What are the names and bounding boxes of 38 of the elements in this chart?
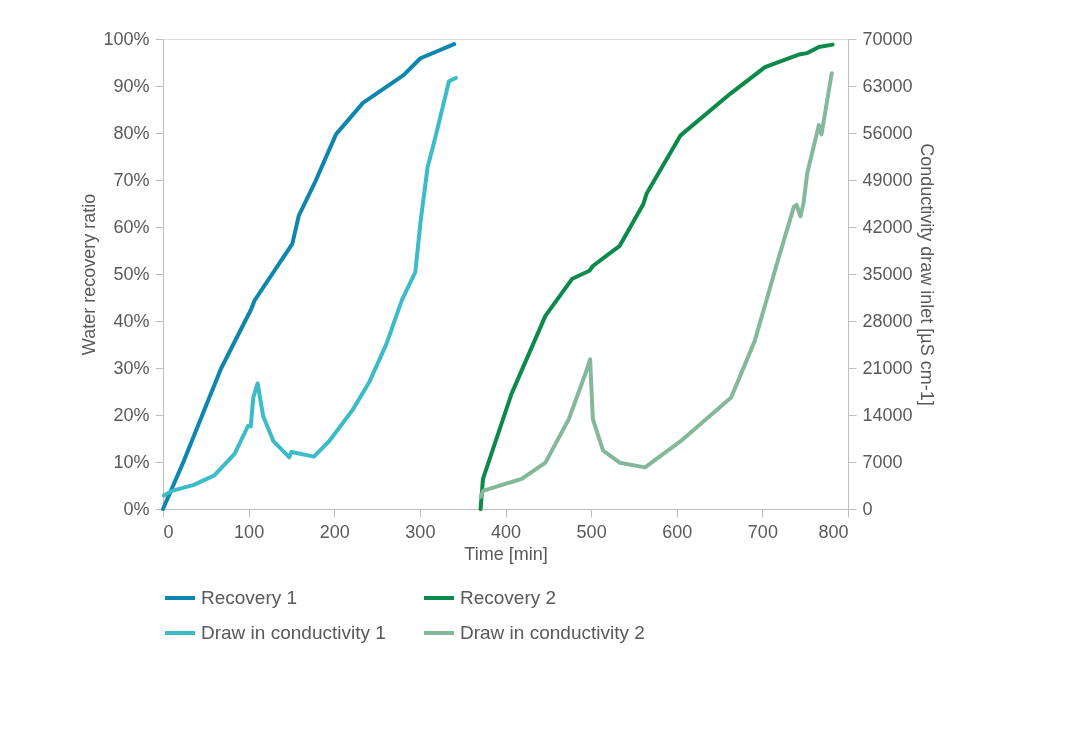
- x-tick-label: 800: [818, 521, 849, 542]
- y2-tick-label: 63000: [862, 75, 913, 96]
- y2-tick-label: 0: [862, 498, 873, 519]
- y2-tick-label: 42000: [862, 216, 913, 237]
- y-tick-label: 90%: [113, 75, 150, 96]
- y-tick-label: 20%: [113, 404, 150, 425]
- y-tick-label: 40%: [113, 310, 150, 331]
- y-tick-label: 30%: [113, 357, 150, 378]
- y2-tick-label: 49000: [862, 169, 913, 190]
- y-tick-label: 60%: [113, 216, 150, 237]
- legend-label: Recovery 1: [201, 587, 298, 608]
- x-axis-title: Time [min]: [464, 543, 548, 564]
- y-tick-label: 70%: [113, 169, 150, 190]
- x-tick-label: 400: [490, 521, 522, 542]
- y-tick-label: 10%: [113, 451, 150, 472]
- y-tick-label: 0%: [123, 498, 150, 519]
- legend-label: Recovery 2: [460, 587, 557, 608]
- x-tick-label: 600: [662, 521, 693, 542]
- y2-tick-label: 35000: [862, 263, 913, 284]
- y2-tick-label: 56000: [862, 122, 913, 143]
- y2-axis-title: Conductivity draw inlet [µS cm-1]: [916, 143, 937, 406]
- y2-tick-label: 14000: [862, 404, 913, 425]
- x-tick-label: 0: [163, 521, 174, 542]
- x-tick-label: 100: [234, 521, 265, 542]
- y-axis-title: Water recovery ratio: [79, 193, 100, 356]
- x-tick-label: 700: [747, 521, 778, 542]
- y-tick-label: 80%: [113, 122, 150, 143]
- y2-tick-label: 21000: [862, 357, 913, 378]
- y2-tick-label: 7000: [862, 451, 903, 472]
- y-tick-label: 100%: [103, 28, 150, 49]
- legend-label: Draw in conductivity 1: [201, 622, 386, 643]
- legend-label: Draw in conductivity 2: [460, 622, 645, 643]
- x-tick-label: 200: [319, 521, 350, 542]
- y2-tick-label: 28000: [862, 310, 913, 331]
- y2-tick-label: 70000: [862, 28, 913, 49]
- x-tick-label: 300: [405, 521, 436, 542]
- x-tick-label: 500: [576, 521, 607, 542]
- y-tick-label: 50%: [113, 263, 150, 284]
